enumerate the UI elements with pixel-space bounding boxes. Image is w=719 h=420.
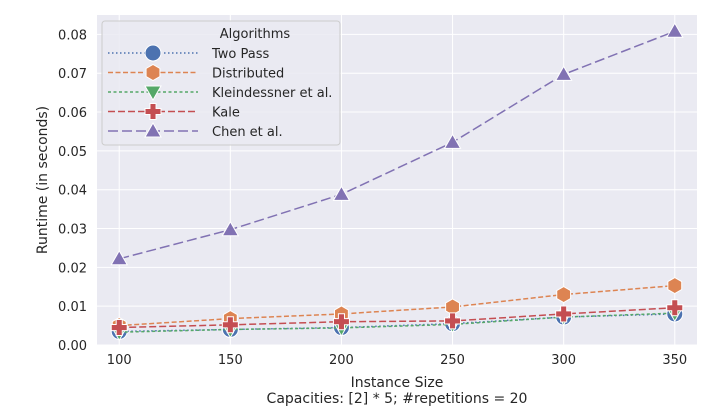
series-line <box>119 313 675 333</box>
legend-marker <box>144 85 162 102</box>
x-tick-label: 150 <box>218 353 243 368</box>
legend-item: Kleindessner et al. <box>108 85 332 102</box>
legend-label: Two Pass <box>211 47 270 62</box>
data-point <box>332 313 350 331</box>
series-line <box>119 284 675 327</box>
x-tick-label: 350 <box>662 353 687 368</box>
data-point <box>221 220 240 237</box>
legend-title: Algorithms <box>220 27 291 42</box>
y-tick-label: 0.08 <box>58 28 87 43</box>
y-tick-label: 0.00 <box>58 339 87 354</box>
x-tick-label: 250 <box>440 353 465 368</box>
data-point <box>666 299 684 317</box>
series-line <box>119 312 675 333</box>
data-point <box>667 277 683 295</box>
series-line <box>119 30 676 260</box>
series-kale <box>110 299 684 337</box>
legend-label: Kale <box>212 106 240 121</box>
legend-item: Distributed <box>108 63 284 82</box>
data-point <box>221 316 239 334</box>
data-point <box>555 305 573 323</box>
grid <box>97 15 697 346</box>
legend-marker <box>144 121 162 138</box>
legend-item: Chen et al. <box>108 121 283 140</box>
x-tick-label: 100 <box>107 353 132 368</box>
legend-item: Kale <box>108 103 240 121</box>
x-tick-labels: 100 150 200 250 300 350 <box>107 353 687 368</box>
data-point <box>665 22 684 38</box>
data-point <box>332 185 351 201</box>
y-tick-label: 0.02 <box>58 261 87 276</box>
y-tick-label: 0.05 <box>58 145 87 160</box>
legend-marker <box>145 63 161 82</box>
x-tick-label: 300 <box>551 353 576 368</box>
series-group <box>110 22 684 342</box>
legend-marker <box>144 44 162 62</box>
data-point <box>444 312 462 330</box>
legend-item: Two Pass <box>108 44 270 62</box>
x-axis-label: Instance Size <box>351 375 444 391</box>
y-tick-label: 0.07 <box>58 67 87 82</box>
data-point <box>554 65 573 81</box>
chart-subtitle: Capacities: [2] * 5; #repetitions = 20 <box>267 391 528 407</box>
legend: Algorithms Two Pass Distributed Kleindessn… <box>101 20 341 146</box>
series-line <box>119 306 675 329</box>
y-tick-labels: 0.00 0.01 0.02 0.03 0.04 0.05 0.06 0.07 0.08 <box>58 28 87 354</box>
y-tick-label: 0.03 <box>58 223 87 238</box>
data-point <box>110 249 129 266</box>
x-tick-label: 200 <box>329 353 354 368</box>
y-tick-label: 0.01 <box>58 300 87 315</box>
data-point <box>110 319 128 337</box>
series-chen-et-al <box>110 22 684 266</box>
legend-label: Kleindessner et al. <box>212 86 332 101</box>
y-tick-label: 0.04 <box>58 184 87 199</box>
data-point <box>556 285 572 304</box>
legend-label: Distributed <box>212 67 284 82</box>
legend-marker <box>144 103 162 120</box>
data-point <box>443 133 462 149</box>
legend-label: Chen et al. <box>212 125 283 140</box>
y-axis-label: Runtime (in seconds) <box>35 106 51 254</box>
y-tick-label: 0.06 <box>58 106 87 121</box>
